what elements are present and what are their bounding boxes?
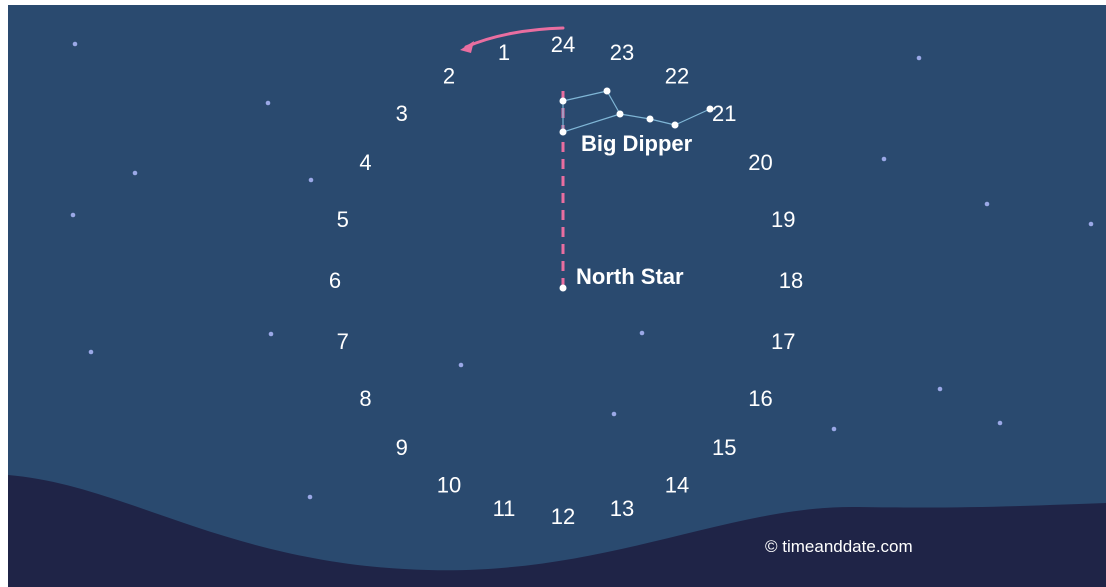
dipper-star xyxy=(604,88,611,95)
sky-background xyxy=(8,5,1106,587)
hour-label-4: 4 xyxy=(359,150,371,175)
hour-label-24: 24 xyxy=(551,32,575,57)
big-dipper-label: Big Dipper xyxy=(581,131,693,156)
hour-label-8: 8 xyxy=(359,386,371,411)
background-star xyxy=(269,332,274,337)
dipper-star xyxy=(672,122,679,129)
hour-label-22: 22 xyxy=(665,64,689,89)
hour-label-21: 21 xyxy=(712,101,736,126)
hour-label-23: 23 xyxy=(610,40,634,65)
background-star xyxy=(133,171,138,176)
background-star xyxy=(73,42,78,47)
background-star xyxy=(89,350,94,355)
credit-text: © timeanddate.com xyxy=(765,537,913,556)
hour-label-19: 19 xyxy=(771,207,795,232)
background-star xyxy=(832,427,837,432)
hour-label-14: 14 xyxy=(665,472,689,497)
background-star xyxy=(71,213,76,218)
background-star xyxy=(266,101,271,106)
hour-label-6: 6 xyxy=(329,268,341,293)
hour-label-2: 2 xyxy=(443,64,455,89)
north-star xyxy=(560,285,567,292)
dipper-star xyxy=(617,111,624,118)
night-sky-diagram: Big Dipper North Star 1 2 3 4 5 6 7 8 9 10 11 12 13 1… xyxy=(8,5,1106,587)
dipper-star xyxy=(560,129,567,136)
background-star xyxy=(985,202,990,207)
hour-label-18: 18 xyxy=(779,268,803,293)
background-star xyxy=(640,331,645,336)
background-star xyxy=(308,495,313,500)
hour-label-3: 3 xyxy=(396,101,408,126)
hour-label-15: 15 xyxy=(712,435,736,460)
north-star-label: North Star xyxy=(576,264,684,289)
dipper-star xyxy=(560,98,567,105)
hour-label-12: 12 xyxy=(551,504,575,529)
hour-label-20: 20 xyxy=(748,150,772,175)
background-star xyxy=(938,387,943,392)
hour-label-1: 1 xyxy=(498,40,510,65)
background-star xyxy=(459,363,464,368)
dipper-star xyxy=(647,116,654,123)
background-star xyxy=(882,157,887,162)
hour-label-5: 5 xyxy=(337,207,349,232)
hour-label-10: 10 xyxy=(437,472,461,497)
background-star xyxy=(309,178,314,183)
hour-label-16: 16 xyxy=(748,386,772,411)
background-star xyxy=(998,421,1003,426)
hour-label-7: 7 xyxy=(337,329,349,354)
hour-label-17: 17 xyxy=(771,329,795,354)
background-star xyxy=(917,56,922,61)
hour-label-9: 9 xyxy=(396,435,408,460)
hour-label-11: 11 xyxy=(493,496,516,521)
background-star xyxy=(612,412,617,417)
background-star xyxy=(1089,222,1094,227)
hour-label-13: 13 xyxy=(610,496,634,521)
